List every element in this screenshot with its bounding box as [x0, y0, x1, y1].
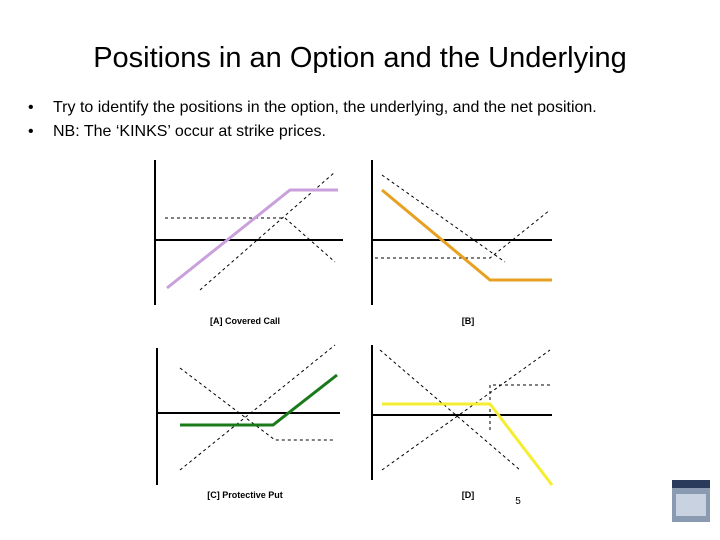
page-number: 5: [515, 496, 521, 507]
bullet-list: Try to identify the positions in the opt…: [28, 96, 597, 144]
caption: [D]: [462, 490, 475, 500]
caption: [B]: [462, 316, 475, 326]
panel-c: [C] Protective Put: [156, 344, 340, 500]
panel-b: [B]: [371, 160, 552, 326]
bullet: Try to identify the positions in the opt…: [28, 96, 597, 120]
title: Positions in an Option and the Underlyin…: [93, 42, 627, 74]
caption: [C] Protective Put: [207, 490, 283, 500]
bullet: NB: The ‘KINKS’ occur at strike prices.: [28, 120, 597, 144]
panel-d: [D]: [371, 345, 554, 500]
panel-a: [A] Covered Call: [154, 160, 343, 326]
caption: [A] Covered Call: [210, 316, 280, 326]
book-cover: [672, 480, 710, 522]
